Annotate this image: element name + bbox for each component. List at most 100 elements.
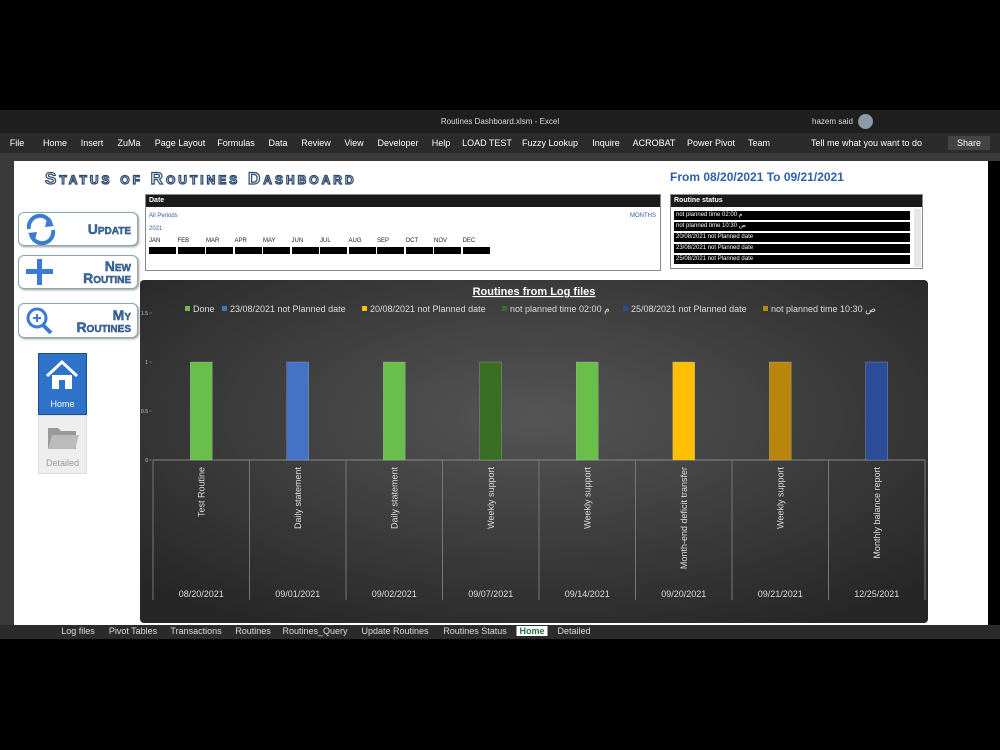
ribbon-tab[interactable]: Insert [80,138,104,148]
sheet-tab[interactable]: Routines_Query [282,626,348,636]
sheet-tab[interactable]: Home [516,626,548,636]
ribbon-tab[interactable]: Data [268,138,288,148]
ribbon-tab[interactable]: LOAD TEST [462,138,512,148]
x-date-label: 09/02/2021 [372,589,417,599]
ribbon-tab[interactable]: Team [747,138,771,148]
ribbon-tab[interactable]: Help [431,138,451,148]
ribbon-tab[interactable]: View [344,138,364,148]
title-bar [0,110,1000,133]
y-tick-label: 0.5 [141,409,148,415]
bar [576,361,599,461]
month-tile[interactable] [263,247,290,254]
nav-label: Detailed [45,458,80,468]
month-tile[interactable] [206,247,233,254]
legend-label: 20/08/2021 not Planned date [370,304,486,314]
button-label: My Routines [76,307,131,335]
date-slicer[interactable]: Date All Periods MONTHS 2021 [145,194,661,271]
dashboard-title: Status of Routines Dashboard [44,168,357,188]
bar [286,361,309,461]
update-button[interactable]: Update [18,212,138,246]
month-tile[interactable] [348,247,376,254]
ribbon-tab[interactable]: ACROBAT [632,138,676,148]
month-label: DEC [462,238,476,244]
bar [383,361,406,461]
scrollbar[interactable] [914,209,921,267]
month-tile[interactable] [462,247,490,254]
ribbon-tab[interactable]: File [9,138,25,148]
month-label: FEB [177,238,190,244]
status-item[interactable]: not planned time ص 10:30 [674,222,910,231]
sheet-tab[interactable]: Routines Status [443,626,507,636]
ribbon-tab[interactable]: Home [42,138,68,148]
sheet-tab[interactable]: Routines [235,626,271,636]
x-tick-label: Daily statement [389,467,399,530]
year: 2021 [149,226,163,232]
detailed-nav[interactable]: Detailed [38,415,87,474]
status-item[interactable]: 23/08/2021 not Planned date [674,244,910,253]
search-box[interactable]: Tell me what you want to do [811,138,923,148]
legend-label: not planned time ص 10:30 [771,304,876,315]
legend-label: Done [193,304,215,314]
month-label: JUN [291,238,304,244]
sheet-tab[interactable]: Transactions [170,626,222,636]
month-label: OCT [405,238,419,244]
month-tile[interactable] [149,247,176,254]
x-date-label: 08/20/2021 [179,589,224,599]
x-date-label: 09/01/2021 [275,589,320,599]
bar [190,361,213,461]
x-tick-label: Daily statement [293,467,303,530]
month-tile[interactable] [405,247,433,254]
legend-swatch [502,306,507,311]
time-level[interactable]: MONTHS [630,213,656,219]
ribbon-tab[interactable]: Fuzzy Lookup [521,138,579,148]
row-header [0,161,14,625]
status-item[interactable]: not planned time م 02:00 [674,211,910,220]
ribbon-tab[interactable]: Formulas [217,138,255,148]
button-label: Update [87,221,132,237]
ribbon [0,133,1000,153]
x-tick-label: Monthly balance report [872,467,882,559]
legend-swatch [222,306,227,311]
chart-area [140,280,928,623]
legend-label: not planned time م 02:00 [510,304,610,315]
y-tick-label: 1.5 [141,311,148,317]
legend-swatch [623,306,628,311]
ribbon-tab[interactable]: Developer [377,138,419,148]
month-tile[interactable] [291,247,319,254]
sheet-tab[interactable]: Log files [61,626,95,636]
ribbon-tab[interactable]: ZuMa [117,138,141,148]
sheet-tabs-bar [0,625,1000,639]
y-tick-label: 1 [145,360,148,366]
month-tile[interactable] [377,247,404,254]
x-date-label: 09/20/2021 [661,589,706,599]
legend-swatch [185,306,190,311]
legend-swatch [362,306,367,311]
all-periods[interactable]: All Periods [149,213,178,219]
ribbon-tab[interactable]: Review [301,138,331,148]
month-tile[interactable] [320,247,347,254]
x-date-label: 09/21/2021 [758,589,803,599]
new-routine-button[interactable]: New Routine [18,255,138,289]
share-button[interactable]: Share [948,136,990,150]
avatar[interactable] [858,114,873,129]
month-tile[interactable] [234,247,262,254]
month-tile[interactable] [434,247,461,254]
search-icon [26,307,53,335]
ribbon-tab[interactable]: Page Layout [154,138,206,148]
status-item[interactable]: 25/08/2021 not Planned date [674,255,910,264]
ribbon-tab[interactable]: Inquire [592,138,620,148]
sheet-tab[interactable]: Pivot Tables [108,626,158,636]
sheet-tab[interactable]: Detailed [557,626,591,636]
ribbon-tab[interactable]: Power Pivot [686,138,736,148]
home-nav[interactable]: Home [38,353,87,415]
chart-title: Routines from Log files [473,286,596,298]
sheet-tab[interactable]: Update Routines [361,626,429,636]
x-tick-label: Month-end deficit transfer [679,467,689,569]
status-item[interactable]: 20/08/2021 not Planned date [674,233,910,242]
my-routines-button[interactable]: My Routines [18,303,138,338]
folder-icon [48,428,79,449]
month-tile[interactable] [177,247,205,254]
legend-swatch [763,306,768,311]
month-label: SEP [377,238,390,244]
